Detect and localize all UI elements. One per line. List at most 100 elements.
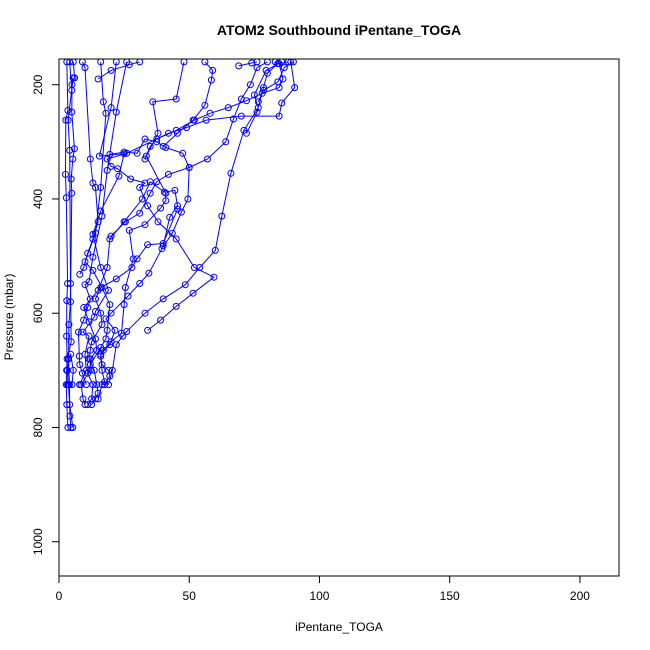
data-point xyxy=(86,155,94,163)
data-point xyxy=(85,332,93,340)
data-point xyxy=(185,164,193,171)
data-point xyxy=(103,326,111,334)
data-point xyxy=(102,335,110,343)
data-point xyxy=(102,315,110,323)
data-point xyxy=(124,292,132,300)
data-point xyxy=(107,66,115,74)
data-point xyxy=(172,95,180,103)
data-point xyxy=(189,289,197,297)
data-point xyxy=(65,321,73,329)
data-point xyxy=(174,202,181,210)
data-point xyxy=(67,424,75,431)
data-point xyxy=(146,189,154,197)
series-line xyxy=(79,61,99,275)
data-point xyxy=(69,74,77,82)
data-point xyxy=(80,316,88,324)
data-point xyxy=(85,355,93,363)
y-tick-label: 800 xyxy=(31,417,45,437)
data-point xyxy=(133,149,141,157)
data-point xyxy=(125,226,133,234)
data-point xyxy=(86,295,94,303)
series-line xyxy=(106,61,296,331)
x-axis-label: iPentane_TOGA xyxy=(295,620,383,634)
data-point xyxy=(144,202,152,210)
data-point xyxy=(263,59,271,66)
data-point xyxy=(172,235,180,243)
series-layer xyxy=(62,59,299,431)
data-point xyxy=(62,116,70,124)
series-line xyxy=(144,61,289,160)
data-point xyxy=(97,184,105,191)
data-point xyxy=(243,97,250,105)
data-point xyxy=(157,204,165,212)
data-point xyxy=(209,66,217,74)
data-point xyxy=(133,255,141,263)
data-point xyxy=(84,304,92,311)
x-tick-label: 50 xyxy=(183,589,197,603)
data-point xyxy=(127,175,135,183)
data-point xyxy=(85,278,93,286)
data-point xyxy=(78,369,86,377)
data-point xyxy=(103,155,111,163)
data-point xyxy=(108,366,116,374)
data-point xyxy=(66,59,74,66)
x-tick-label: 150 xyxy=(440,589,460,603)
data-point xyxy=(76,270,84,278)
series-8 xyxy=(85,205,181,409)
data-point xyxy=(97,59,105,66)
data-point xyxy=(153,135,161,143)
data-point xyxy=(112,59,120,66)
data-point xyxy=(138,195,146,203)
data-point xyxy=(102,109,110,117)
data-point xyxy=(274,78,282,86)
data-point xyxy=(64,355,72,363)
data-point xyxy=(136,209,144,217)
y-tick-label: 1000 xyxy=(31,528,45,555)
data-point xyxy=(114,165,122,173)
data-point xyxy=(103,166,111,174)
data-point xyxy=(144,326,152,334)
data-point xyxy=(79,328,87,336)
data-point xyxy=(75,328,82,336)
data-point xyxy=(111,326,119,334)
data-point xyxy=(84,369,92,377)
series-15 xyxy=(159,59,217,150)
series-line xyxy=(162,61,214,147)
x-axis: 0 50 100 150 200 xyxy=(56,575,590,603)
data-point xyxy=(166,213,174,221)
data-point xyxy=(230,115,237,123)
data-point xyxy=(243,129,250,137)
data-point xyxy=(227,169,235,177)
data-point xyxy=(88,338,96,346)
data-point xyxy=(89,266,97,274)
series-line xyxy=(108,61,282,385)
x-tick-label: 200 xyxy=(570,589,590,603)
data-point xyxy=(164,170,172,178)
data-point xyxy=(278,99,286,107)
data-point xyxy=(88,401,96,409)
data-point xyxy=(260,86,267,94)
data-point xyxy=(80,264,88,271)
y-tick-label: 200 xyxy=(31,74,45,94)
data-point xyxy=(190,264,198,271)
data-point xyxy=(201,59,209,66)
series-12 xyxy=(103,59,299,334)
data-point xyxy=(210,273,218,281)
data-point xyxy=(64,381,72,389)
data-point xyxy=(64,424,72,431)
data-point xyxy=(112,341,120,349)
data-point xyxy=(123,149,131,157)
data-point xyxy=(63,401,71,409)
data-point xyxy=(222,138,230,146)
data-point xyxy=(98,321,106,329)
data-point xyxy=(253,108,261,116)
series-16 xyxy=(243,59,282,137)
data-point xyxy=(81,64,89,72)
data-point xyxy=(62,194,70,202)
data-point xyxy=(101,381,109,389)
data-point xyxy=(77,381,85,389)
series-11 xyxy=(105,59,286,389)
data-point xyxy=(141,179,149,187)
data-point xyxy=(89,179,97,187)
series-13 xyxy=(107,59,271,240)
